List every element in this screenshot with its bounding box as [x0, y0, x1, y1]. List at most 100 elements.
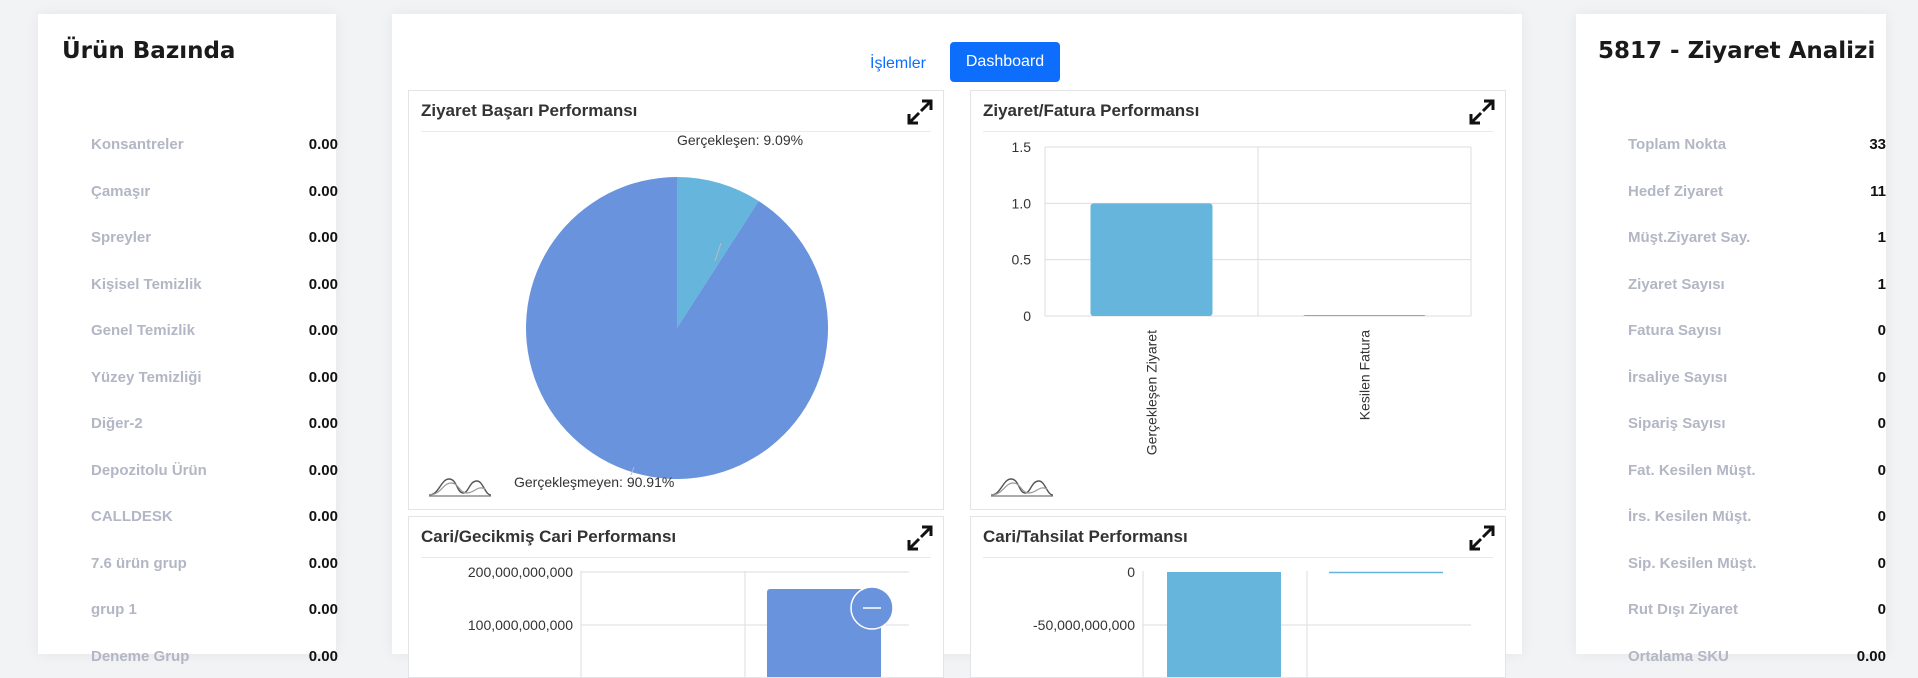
product-value: 0.00: [308, 554, 338, 572]
product-row: Depozitolu Ürün 0.00: [91, 461, 338, 484]
product-label: Deneme Grup: [91, 647, 190, 665]
visit-stat-row: Rut Dışı Ziyaret 0: [1628, 601, 1886, 623]
visit-stat-label: Ziyaret Sayısı: [1628, 275, 1725, 293]
chart-legend-icon[interactable]: [427, 475, 493, 497]
tab-dashboard[interactable]: Dashboard: [950, 42, 1060, 82]
visit-stat-row: Müşt.Ziyaret Say. 1: [1628, 229, 1886, 251]
product-label: Diğer-2: [91, 415, 143, 432]
visit-stat-value: 1: [1877, 229, 1886, 246]
current-collection-title: Cari/Tahsilat Performansı: [983, 527, 1188, 546]
y-tick-label: 100,000,000,000: [468, 617, 573, 633]
visit-invoice-title: Ziyaret/Fatura Performansı: [983, 101, 1200, 120]
product-row: Konsantreler 0.00: [91, 136, 338, 158]
product-value: 0.00: [308, 461, 338, 479]
product-row: Deneme Grup 0.00: [91, 647, 338, 670]
visit-stat-label: Fat. Kesilen Müşt.: [1628, 461, 1756, 479]
product-label: Depozitolu Ürün: [91, 461, 207, 479]
product-label: Spreyler: [91, 229, 152, 246]
product-value: 0.00: [308, 275, 338, 293]
visit-stat-value: 0: [1877, 508, 1886, 525]
dashboard-area: İşlemler Dashboard Ziyaret Başarı Perfor…: [392, 14, 1522, 678]
product-label: Yüzey Temizliği: [91, 368, 202, 386]
bar-mark[interactable]: [1303, 315, 1426, 316]
visit-stat-value: 0: [1877, 601, 1886, 618]
product-label: Çamaşır: [91, 182, 151, 200]
product-value: 0.00: [308, 136, 338, 153]
product-label: Konsantreler: [91, 136, 184, 153]
y-tick-label: 1.5: [1012, 139, 1032, 155]
visit-stat-row: İrsaliye Sayısı 0: [1628, 369, 1886, 391]
product-value: 0.00: [308, 368, 338, 386]
product-label: CALLDESK: [91, 508, 173, 525]
product-label: Kişisel Temizlik: [91, 275, 202, 293]
chart-legend-icon[interactable]: [989, 475, 1055, 497]
pie-label-gerceklesmeyen: Gerçekleşmeyen: 90.91%: [514, 474, 674, 490]
product-value: 0.00: [308, 229, 338, 246]
product-row: 7.6 ürün grup 0.00: [91, 554, 338, 577]
product-row: CALLDESK 0.00: [91, 508, 338, 530]
expand-icon[interactable]: [1469, 525, 1495, 551]
expand-icon[interactable]: [1469, 99, 1495, 125]
visit-success-card: Ziyaret Başarı Performansı Gerçekleşen: …: [408, 90, 944, 510]
y-tick-label: 1.0: [1012, 195, 1032, 211]
bar-mark[interactable]: [1090, 203, 1213, 316]
product-value: 0.00: [308, 322, 338, 339]
visit-stat-row: Hedef Ziyaret 11: [1628, 183, 1886, 205]
product-label: grup 1: [91, 601, 137, 618]
visit-stat-label: Toplam Nokta: [1628, 136, 1727, 153]
visit-stat-row: Ortalama SKU 0.00: [1628, 648, 1886, 670]
visit-success-pie: Gerçekleşen: 9.09% Gerçekleşmeyen: 90.91…: [514, 132, 828, 490]
current-collection-bar-chart: 0 -50,000,000,000: [1033, 564, 1471, 677]
current-overdue-card: Cari/Gecikmiş Cari Performansı 200,000,0…: [408, 516, 944, 678]
product-value: 0.00: [308, 647, 338, 665]
product-label: Genel Temizlik: [91, 322, 195, 339]
visit-stat-label: Sipariş Sayısı: [1628, 415, 1726, 432]
visit-stat-row: Fatura Sayısı 0: [1628, 322, 1886, 344]
product-row: Spreyler 0.00: [91, 229, 338, 251]
visit-stat-label: Fatura Sayısı: [1628, 322, 1722, 339]
x-tick-label: Kesilen Fatura: [1357, 330, 1373, 420]
product-value: 0.00: [308, 508, 338, 525]
y-tick-label: 0: [1023, 308, 1031, 324]
product-row: Genel Temizlik 0.00: [91, 322, 338, 344]
visit-stat-value: 0: [1877, 415, 1886, 432]
visit-stat-value: 0: [1877, 368, 1886, 386]
visit-stat-label: Müşt.Ziyaret Say.: [1628, 229, 1751, 246]
visit-stat-row: Sipariş Sayısı 0: [1628, 415, 1886, 437]
bar-mark: [1167, 572, 1281, 677]
y-tick-label: 0: [1127, 564, 1135, 580]
x-tick-label: Gerçekleşen Ziyaret: [1144, 330, 1160, 455]
view-tabs: İşlemler Dashboard: [392, 42, 1522, 82]
minus-icon[interactable]: [850, 586, 894, 630]
current-overdue-bar-chart: 200,000,000,000 100,000,000,000: [468, 564, 909, 677]
visit-invoice-card: Ziyaret/Fatura Performansı 1.5 1.0 0.5 0 Ger…: [970, 90, 1506, 510]
visit-stat-value: 0.00: [1856, 647, 1886, 665]
visit-stat-value: 0: [1877, 461, 1886, 479]
visit-stat-label: Hedef Ziyaret: [1628, 182, 1724, 200]
product-value: 0.00: [308, 601, 338, 618]
current-overdue-title: Cari/Gecikmiş Cari Performansı: [421, 527, 677, 546]
product-row: Kişisel Temizlik 0.00: [91, 275, 338, 298]
product-panel-title: Ürün Bazında: [62, 38, 236, 64]
visit-stat-row: İrs. Kesilen Müşt. 0: [1628, 508, 1886, 530]
visit-stat-value: 1: [1877, 275, 1886, 293]
visit-stat-value: 11: [1870, 182, 1886, 200]
visit-stat-row: Fat. Kesilen Müşt. 0: [1628, 462, 1886, 484]
visit-stat-value: 33: [1869, 136, 1886, 153]
visit-analysis-panel: 5817 - Ziyaret Analizi Toplam Nokta 33 Hed…: [1576, 14, 1886, 665]
tab-islemler[interactable]: İşlemler: [870, 55, 927, 72]
expand-icon[interactable]: [907, 525, 933, 551]
visit-panel-title: 5817 - Ziyaret Analizi: [1598, 38, 1876, 64]
product-value: 0.00: [308, 182, 338, 200]
visit-stat-row: Ziyaret Sayısı 1: [1628, 276, 1886, 298]
visit-stat-row: Sip. Kesilen Müşt. 0: [1628, 555, 1886, 577]
visit-stat-row: Toplam Nokta 33: [1628, 136, 1886, 158]
product-value: 0.00: [308, 415, 338, 432]
expand-icon[interactable]: [907, 99, 933, 125]
current-collection-card: Cari/Tahsilat Performansı 0 -50,000,000,…: [970, 516, 1506, 678]
visit-stat-label: İrsaliye Sayısı: [1628, 368, 1728, 386]
product-row: grup 1 0.00: [91, 601, 338, 623]
product-row: Diğer-2 0.00: [91, 415, 338, 437]
visit-stat-value: 0: [1877, 322, 1886, 339]
pie-slice[interactable]: [526, 177, 828, 480]
